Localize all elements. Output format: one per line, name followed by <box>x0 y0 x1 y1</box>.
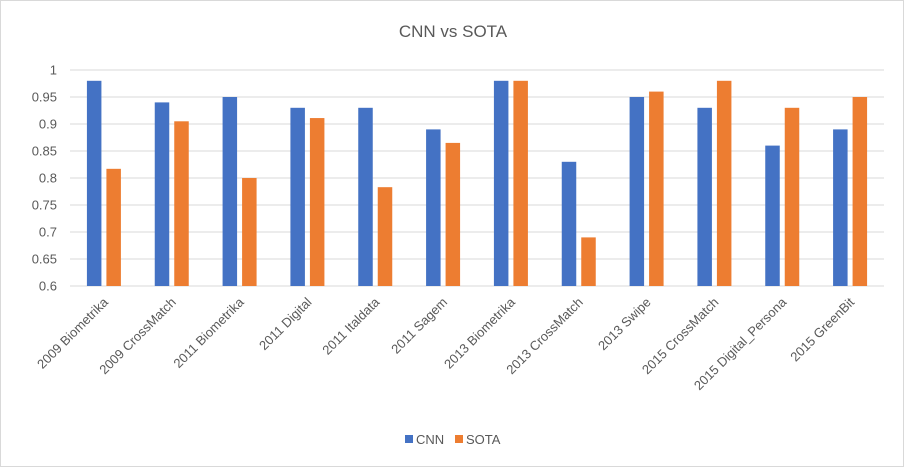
x-tick-label: 2009 Biometrika <box>34 294 112 372</box>
bar-sota <box>581 237 596 286</box>
bar-sota <box>174 121 189 286</box>
bar-sota <box>649 91 664 286</box>
bar-sota <box>106 168 121 286</box>
bar-cnn <box>154 102 170 287</box>
bar-cnn <box>493 80 509 286</box>
bar-cnn <box>426 129 441 286</box>
legend: CNN SOTA <box>405 432 501 447</box>
y-tick-label: 0.9 <box>39 117 57 132</box>
bar-sota <box>445 142 461 286</box>
y-axis: 0.6 0.65 0.7 0.75 0.8 0.85 0.9 0.95 1 <box>32 63 57 294</box>
bars <box>86 80 868 287</box>
x-tick-label: 2011 Digital <box>256 294 315 353</box>
bar-cnn <box>629 97 645 286</box>
x-tick-label: 2015 GreenBit <box>787 294 857 364</box>
bar-sota <box>784 107 800 286</box>
bar-cnn <box>86 80 102 286</box>
bar-sota <box>377 187 393 286</box>
gridlines <box>70 69 884 287</box>
y-tick-label: 0.8 <box>39 171 57 186</box>
bar-cnn <box>833 129 848 286</box>
x-tick-label: 2011 Biometrika <box>170 294 247 371</box>
legend-swatch-sota <box>455 435 463 443</box>
bar-sota <box>242 178 257 286</box>
bar-cnn <box>697 107 712 286</box>
y-tick-label: 0.7 <box>39 225 57 240</box>
bar-cnn <box>358 107 373 286</box>
legend-swatch-cnn <box>405 435 413 443</box>
bar-sota <box>513 80 528 286</box>
x-tick-label: 2011 Italdata <box>319 294 383 358</box>
y-tick-label: 1 <box>50 63 57 78</box>
legend-label-sota: SOTA <box>466 432 501 447</box>
y-tick-label: 0.75 <box>32 198 57 213</box>
x-tick-label: 2013 Biometrika <box>441 294 519 372</box>
chart-title: CNN vs SOTA <box>399 22 508 41</box>
y-tick-label: 0.85 <box>32 144 57 159</box>
x-tick-label: 2011 Sagem <box>388 295 450 357</box>
x-tick-label: 2013 Swipe <box>595 295 654 354</box>
bar-cnn <box>290 107 305 286</box>
bar-cnn <box>561 161 577 286</box>
y-tick-label: 0.6 <box>39 279 57 294</box>
bar-sota <box>309 118 325 286</box>
bar-cnn <box>222 97 238 286</box>
y-tick-label: 0.65 <box>32 252 57 267</box>
y-tick-label: 0.95 <box>32 90 57 105</box>
bar-sota <box>716 80 732 286</box>
bar-sota <box>852 97 868 286</box>
legend-label-cnn: CNN <box>416 432 444 447</box>
bar-cnn <box>765 145 780 286</box>
